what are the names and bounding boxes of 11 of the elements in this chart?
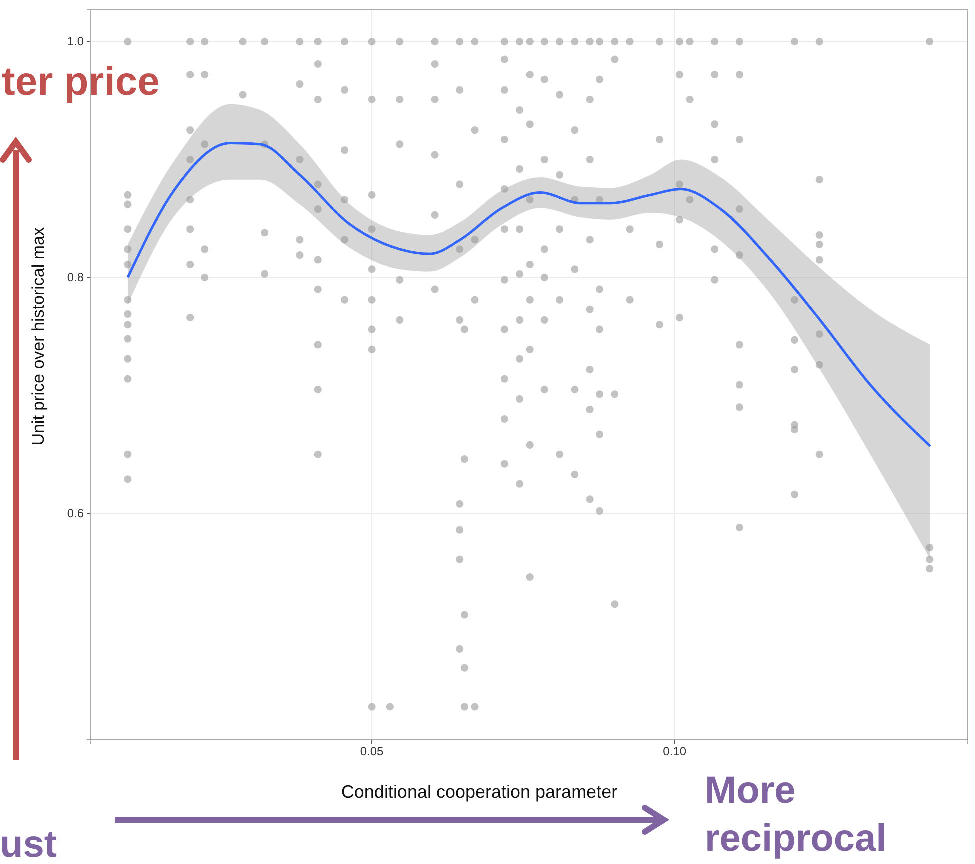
text: More reciprocal [705, 770, 887, 860]
x-tick-label: 0.10 [663, 744, 687, 759]
y-tick-label: 0.8 [67, 270, 84, 285]
text: ust [0, 824, 58, 864]
y-axis-title: Unit price over historical max [29, 227, 48, 446]
annotation: ter price [2, 60, 160, 104]
y-tick-label: 0.6 [67, 506, 84, 520]
x-tick-label: 0.05 [360, 744, 384, 759]
y-tick-label: 1.0 [67, 34, 84, 49]
line-series [126, 142, 932, 448]
x-axis-title: Conditional cooperation parameter [341, 782, 618, 802]
